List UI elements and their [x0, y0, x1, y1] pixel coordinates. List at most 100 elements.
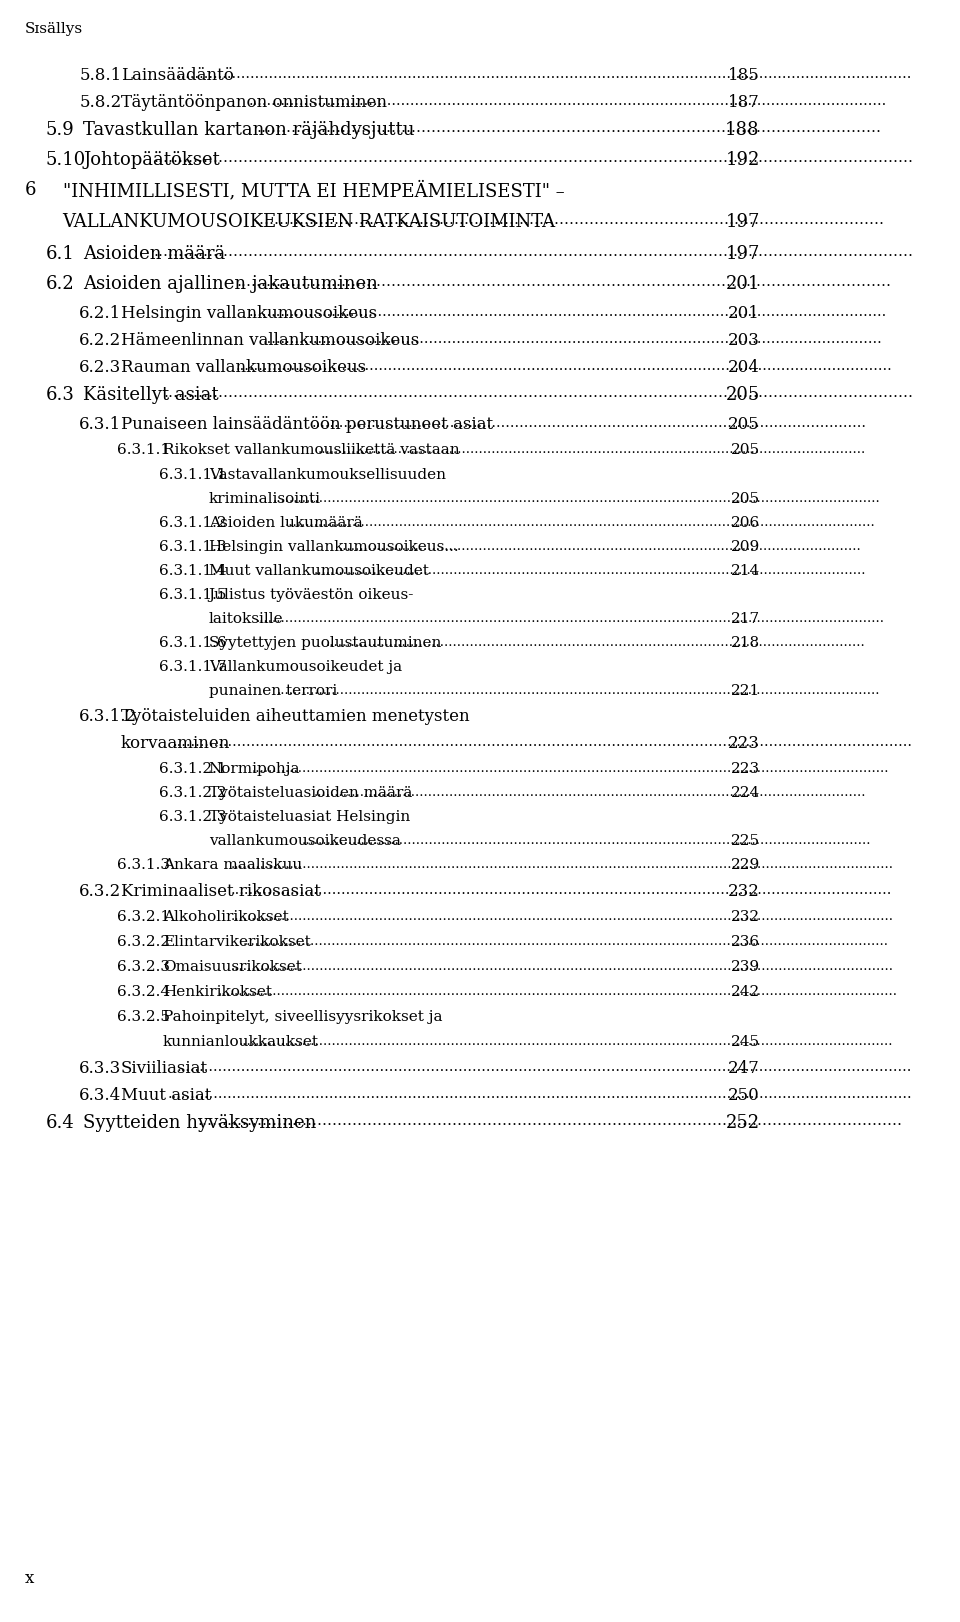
Text: Täytäntöönpanon onnistuminen: Täytäntöönpanon onnistuminen [121, 94, 387, 110]
Text: 6.2: 6.2 [46, 276, 75, 294]
Text: ................................................................................: ........................................… [256, 611, 885, 624]
Text: ................................................................................: ........................................… [314, 564, 866, 577]
Text: 205: 205 [728, 415, 759, 433]
Text: Hämeenlinnan vallankumousoikeus: Hämeenlinnan vallankumousoikeus [121, 333, 420, 349]
Text: x: x [25, 1570, 35, 1586]
Text: 6.3.1.1.6: 6.3.1.1.6 [158, 636, 227, 650]
Text: 214: 214 [731, 564, 759, 577]
Text: Sɪsällys: Sɪsällys [25, 23, 84, 36]
Text: Omaisuusrikokset: Omaisuusrikokset [163, 960, 301, 973]
Text: 6.4: 6.4 [46, 1114, 75, 1132]
Text: 6.3.2.2: 6.3.2.2 [117, 934, 170, 949]
Text: Pahoinpitelyt, siveellisyysrikokset ja: Pahoinpitelyt, siveellisyysrikokset ja [163, 1011, 443, 1023]
Text: ................................................................................: ........................................… [254, 212, 885, 227]
Text: Käsitellyt asiat: Käsitellyt asiat [84, 386, 219, 404]
Text: Elintarvikerikokset: Elintarvikerikokset [163, 934, 310, 949]
Text: Työtaisteluasioiden määrä: Työtaisteluasioiden määrä [208, 787, 412, 800]
Text: 232: 232 [728, 882, 759, 900]
Text: 6.3.3: 6.3.3 [80, 1061, 122, 1077]
Text: Ankara maaliskuu: Ankara maaliskuu [163, 858, 302, 873]
Text: 6.3.2.3: 6.3.2.3 [117, 960, 170, 973]
Text: ................................................................................: ........................................… [249, 305, 887, 320]
Text: 6.3.1.2.3: 6.3.1.2.3 [158, 809, 227, 824]
Text: 224: 224 [731, 787, 759, 800]
Text: vallankumousoikeudessa: vallankumousoikeudessa [208, 834, 400, 848]
Text: 239: 239 [731, 960, 759, 973]
Text: ................................................................................: ........................................… [312, 415, 867, 430]
Text: punainen terrori: punainen terrori [208, 684, 337, 697]
Text: 6.3.1.2: 6.3.1.2 [80, 707, 137, 725]
Text: Rikokset vallankumousliikettä vastaan: Rikokset vallankumousliikettä vastaan [163, 443, 460, 457]
Text: ................................................................................: ........................................… [314, 787, 866, 800]
Text: ................................................................................: ........................................… [326, 636, 866, 649]
Text: ................................................................................: ........................................… [318, 443, 866, 456]
Text: 185: 185 [728, 67, 759, 84]
Text: ................................................................................: ........................................… [239, 1035, 894, 1048]
Text: 245: 245 [731, 1035, 759, 1049]
Text: 6.3.1.1.7: 6.3.1.1.7 [158, 660, 227, 675]
Text: kriminalisointi: kriminalisointi [208, 491, 321, 506]
Text: 225: 225 [731, 834, 759, 848]
Text: ................................................................................: ........................................… [177, 67, 912, 81]
Text: Julistus työväestön oikeus-: Julistus työväestön oikeus- [208, 589, 414, 602]
Text: ................................................................................: ........................................… [235, 358, 892, 373]
Text: korvaaminen: korvaaminen [121, 735, 230, 753]
Text: ................................................................................: ........................................… [230, 910, 894, 923]
Text: Asioiden määrä: Asioiden määrä [84, 245, 226, 263]
Text: 6.3.2.1: 6.3.2.1 [117, 910, 170, 925]
Text: Alkoholirikokset: Alkoholirikokset [163, 910, 289, 925]
Text: Johtopäätökset: Johtopäätökset [84, 151, 220, 169]
Text: Rauman vallankumousoikeus: Rauman vallankumousoikeus [121, 358, 366, 376]
Text: 232: 232 [731, 910, 759, 925]
Text: 223: 223 [731, 762, 759, 775]
Text: 192: 192 [726, 151, 759, 169]
Text: ................................................................................: ........................................… [218, 985, 899, 998]
Text: ................................................................................: ........................................… [154, 151, 914, 165]
Text: ................................................................................: ........................................… [177, 1061, 912, 1074]
Text: 205: 205 [731, 491, 759, 506]
Text: 197: 197 [726, 245, 759, 263]
Text: ................................................................................: ........................................… [339, 540, 861, 553]
Text: 201: 201 [728, 305, 759, 323]
Text: Henkirikokset: Henkirikokset [163, 985, 272, 999]
Text: 6.2.1: 6.2.1 [80, 305, 122, 323]
Text: 6.3.1.3: 6.3.1.3 [117, 858, 170, 873]
Text: ................................................................................: ........................................… [198, 1114, 902, 1127]
Text: 5.8.2: 5.8.2 [80, 94, 122, 110]
Text: 6.3.2.4: 6.3.2.4 [117, 985, 170, 999]
Text: ................................................................................: ........................................… [301, 834, 871, 847]
Text: 5.8.1: 5.8.1 [80, 67, 122, 84]
Text: Vallankumousoikeudet ja: Vallankumousoikeudet ja [208, 660, 402, 675]
Text: ................................................................................: ........................................… [168, 1087, 912, 1101]
Text: 6.2.2: 6.2.2 [80, 333, 122, 349]
Text: 205: 205 [731, 443, 759, 457]
Text: 6.3.2: 6.3.2 [80, 882, 122, 900]
Text: 187: 187 [728, 94, 759, 110]
Text: 209: 209 [731, 540, 759, 555]
Text: ................................................................................: ........................................… [230, 960, 894, 973]
Text: ................................................................................: ........................................… [262, 333, 882, 345]
Text: 242: 242 [731, 985, 759, 999]
Text: 6.3.1.1.3: 6.3.1.1.3 [158, 540, 227, 555]
Text: 218: 218 [731, 636, 759, 650]
Text: ................................................................................: ........................................… [154, 245, 914, 260]
Text: Muut asiat: Muut asiat [121, 1087, 211, 1105]
Text: Tavastkullan kartanon räjähdysjuttu: Tavastkullan kartanon räjähdysjuttu [84, 122, 415, 139]
Text: 201: 201 [726, 276, 759, 294]
Text: 229: 229 [731, 858, 759, 873]
Text: 250: 250 [728, 1087, 759, 1105]
Text: 6.3.1.2.2: 6.3.1.2.2 [158, 787, 227, 800]
Text: 5.10: 5.10 [46, 151, 86, 169]
Text: ................................................................................: ........................................… [252, 762, 889, 775]
Text: ................................................................................: ........................................… [285, 516, 876, 529]
Text: 5.9: 5.9 [46, 122, 75, 139]
Text: Työtaisteluasiat Helsingin: Työtaisteluasiat Helsingin [208, 809, 410, 824]
Text: 6.3.1.1.4: 6.3.1.1.4 [158, 564, 227, 577]
Text: ................................................................................: ........................................… [243, 934, 889, 947]
Text: 204: 204 [728, 358, 759, 376]
Text: Syytettyjen puolustautuminen: Syytettyjen puolustautuminen [208, 636, 441, 650]
Text: Vastavallankumouksellisuuden: Vastavallankumouksellisuuden [208, 469, 445, 482]
Text: 6.3: 6.3 [46, 386, 75, 404]
Text: 6.3.1.2.1: 6.3.1.2.1 [158, 762, 227, 775]
Text: Normipohja: Normipohja [208, 762, 300, 775]
